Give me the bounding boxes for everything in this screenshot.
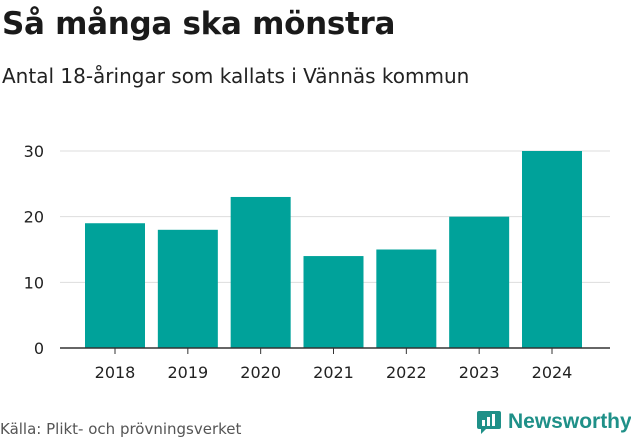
bar-2024: [522, 151, 582, 348]
chart-subtitle: Antal 18-åringar som kallats i Vännäs ko…: [2, 64, 470, 88]
bar-2019: [157, 229, 218, 348]
bar-2021: [303, 256, 364, 348]
chart-title: Så många ska mönstra: [2, 6, 396, 42]
x-tick-label: 2023: [459, 363, 500, 382]
x-tick-label: 2020: [240, 363, 281, 382]
y-tick-label: 30: [24, 142, 44, 161]
bar-2018: [85, 223, 145, 348]
bar-2020: [230, 196, 291, 348]
x-tick-label: 2019: [167, 363, 208, 382]
source-note: Källa: Plikt- och prövningsverket: [0, 420, 242, 438]
x-axis-ticks: 2018 2019 2020 2021 2022 2023 2024: [95, 348, 573, 382]
y-axis-ticks: 0 10 20 30: [24, 142, 44, 358]
y-tick-label: 10: [24, 273, 44, 292]
x-tick-label: 2024: [532, 363, 573, 382]
y-tick-label: 20: [24, 208, 44, 227]
x-tick-label: 2021: [313, 363, 354, 382]
bar-chart: 0 10 20 30 2018 2019 2020 2021 2022 2023 2024: [24, 142, 610, 382]
bar-2023: [449, 216, 510, 348]
bars: [85, 151, 582, 348]
chart-speech-bubble-icon: [477, 411, 501, 434]
brand-name: Newsworthy: [508, 410, 631, 433]
x-tick-label: 2018: [95, 363, 136, 382]
brand-logo: Newsworthy: [476, 409, 631, 435]
bar-2022: [376, 249, 437, 348]
y-tick-label: 0: [34, 339, 44, 358]
x-tick-label: 2022: [386, 363, 427, 382]
